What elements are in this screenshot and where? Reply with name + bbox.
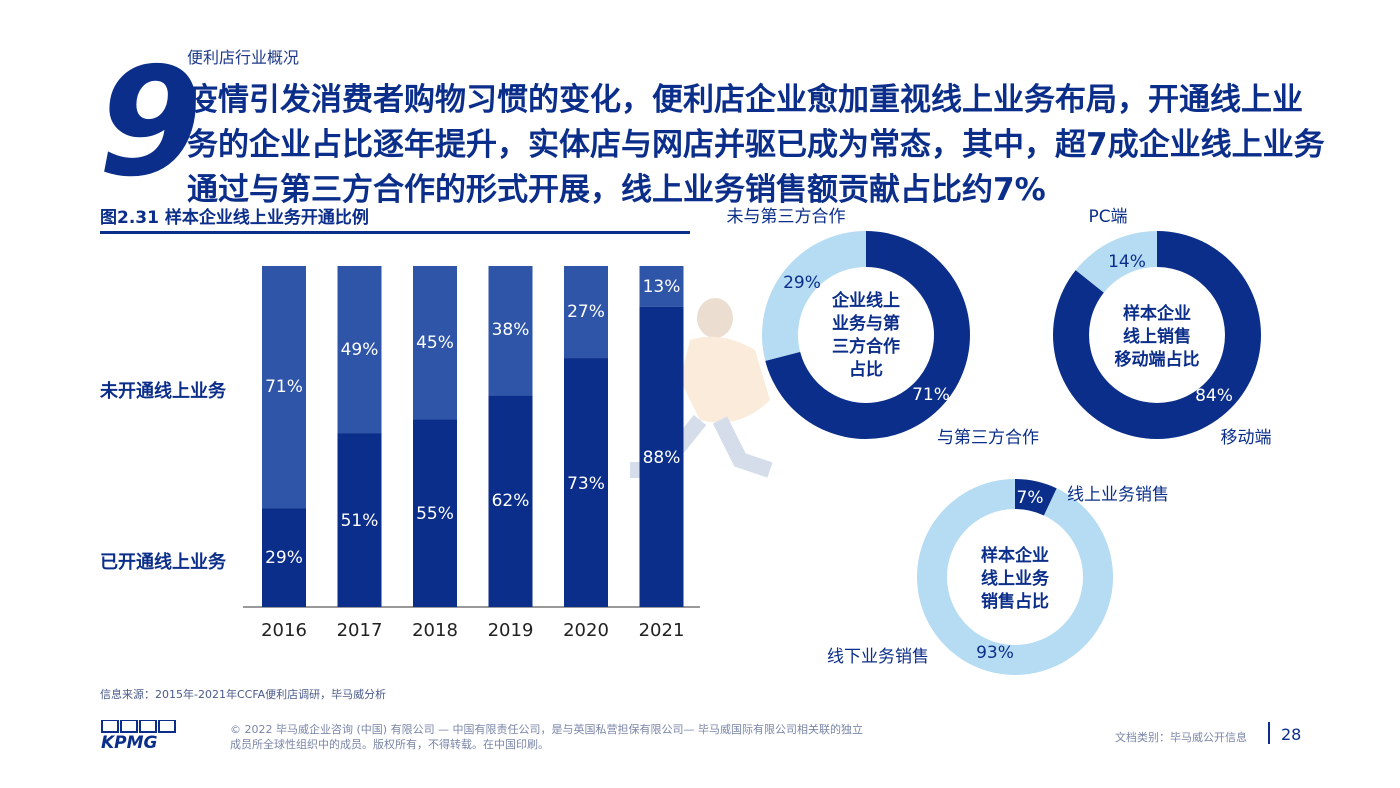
bar-not-open-2017: [337, 266, 382, 434]
bar-open-2021: [639, 306, 684, 607]
x-tick-2018: 2018: [412, 620, 458, 641]
donut3-slice-1-value: 93%: [976, 643, 1014, 663]
legend-not-open: 未开通线上业务: [100, 381, 226, 402]
bar-label-not-open-2017: 49%: [341, 340, 379, 360]
donut2-slice-1: [1075, 231, 1157, 293]
bar-label-open-2021: 88%: [643, 448, 681, 468]
donut2-slice-0-name: 移动端: [1221, 428, 1272, 448]
donut2-slice-1-value: 14%: [1108, 252, 1146, 272]
donut2-center-line-1: 线上销售: [1123, 326, 1191, 347]
donut2-slice-0-value: 84%: [1195, 386, 1233, 406]
donut1-center-line-1: 业务与第: [832, 313, 900, 334]
donut3-center-line-0: 样本企业: [981, 545, 1049, 566]
source-note: 信息来源：2015年-2021年CCFA便利店调研，毕马威分析: [100, 688, 387, 701]
donut1-slice-1-name: 未与第三方合作: [727, 207, 846, 227]
donut3-center-line-1: 线上业务: [981, 568, 1050, 589]
footer-doc-class: 文档类别：毕马威公开信息: [1115, 731, 1247, 744]
page-headline: 疫情引发消费者购物习惯的变化，便利店企业愈加重视线上业务布局，开通线上业务的企业…: [187, 82, 1325, 208]
bar-open-2017: [337, 433, 382, 607]
donut1-center-line-0: 企业线上: [831, 290, 900, 311]
figure-title: 图2.31 样本企业线上业务开通比例: [100, 208, 369, 228]
x-tick-2016: 2016: [261, 620, 307, 641]
donut3-slice-0-name: 线上业务销售: [1067, 485, 1169, 505]
x-tick-2020: 2020: [563, 620, 609, 641]
bar-open-2016: [262, 508, 306, 607]
bar-not-open-2019: [488, 266, 533, 396]
section-label: 便利店行业概况: [187, 48, 300, 67]
donut1-slice-0-value: 71%: [912, 385, 950, 405]
donut3-slice-1-name: 线下业务销售: [827, 647, 929, 667]
bar-label-not-open-2016: 71%: [265, 377, 303, 397]
kpmg-logo-text: KPMG: [101, 733, 158, 750]
donut2-center-line-2: 移动端占比: [1115, 349, 1200, 370]
footer-divider: [1268, 722, 1270, 744]
section-number: 9: [98, 36, 202, 210]
x-tick-2019: 2019: [488, 620, 534, 641]
bar-label-open-2019: 62%: [492, 491, 530, 511]
donut2-slice-1-name: PC端: [1088, 207, 1127, 227]
bar-not-open-2021: [639, 266, 684, 307]
bar-open-2018: [413, 419, 457, 607]
donut2-slice-0: [1053, 231, 1261, 439]
x-tick-2017: 2017: [337, 620, 383, 641]
donut3-slice-0: [1015, 479, 1057, 516]
x-tick-2021: 2021: [639, 620, 685, 641]
page-number: 28: [1281, 725, 1302, 744]
donut1-slice-0: [765, 231, 970, 440]
bar-open-2019: [488, 395, 533, 607]
donut1-slice-1: [761, 231, 866, 361]
bar-chart: 29% 71% 2016 51% 49% 2017 55% 45% 2018 62% 38% 2019…: [243, 266, 700, 641]
donut3-slice-1: [916, 479, 1113, 675]
donut3-center-line-2: 销售占比: [981, 591, 1049, 612]
figure-title-rule: [100, 231, 690, 234]
bar-open-2020: [564, 358, 608, 607]
bar-label-open-2018: 55%: [416, 504, 454, 524]
donut1-center-line-3: 占比: [849, 359, 883, 380]
bar-label-open-2016: 29%: [265, 548, 303, 568]
bar-label-not-open-2019: 38%: [492, 320, 530, 340]
bar-not-open-2020: [564, 266, 608, 359]
bar-label-not-open-2018: 45%: [416, 333, 454, 353]
donut1-slice-1-value: 29%: [783, 273, 821, 293]
legend-open: 已开通线上业务: [100, 552, 226, 573]
bar-label-not-open-2021: 13%: [643, 277, 681, 297]
bar-label-open-2017: 51%: [341, 511, 379, 531]
kpmg-logo: KPMG: [101, 719, 177, 753]
donut1-center-line-2: 三方合作: [832, 336, 900, 357]
bar-label-not-open-2020: 27%: [567, 302, 605, 322]
donut2-center-line-0: 样本企业: [1123, 303, 1191, 324]
footer-copyright: © 2022 毕马威企业咨询 (中国) 有限公司 — 中国有限责任公司，是与英国…: [230, 723, 864, 751]
donut1-slice-0-name: 与第三方合作: [937, 428, 1039, 448]
bar-not-open-2016: [262, 266, 306, 509]
bar-label-open-2020: 73%: [567, 474, 605, 494]
donut3-slice-0-value: 7%: [1017, 488, 1044, 508]
bar-not-open-2018: [413, 266, 457, 420]
